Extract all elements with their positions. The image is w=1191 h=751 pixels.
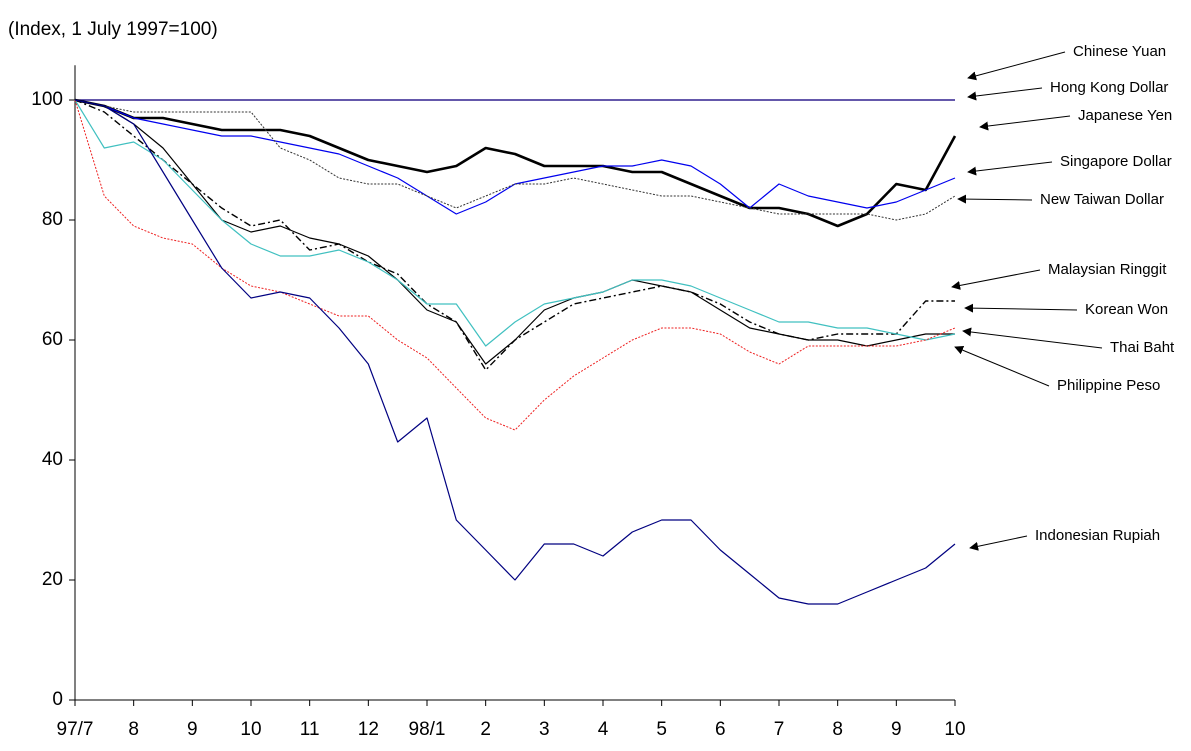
series-line [74,99,955,371]
x-tick-label: 8 [832,719,843,740]
series-line [74,99,956,605]
series-label: Philippine Peso [1057,377,1160,394]
series-label: Hong Kong Dollar [1050,79,1168,96]
y-tick-label: 60 [42,329,63,350]
series-label: Chinese Yuan [1073,43,1166,60]
label-arrow [957,194,1033,204]
series-label: New Taiwan Dollar [1040,191,1164,208]
series-line [74,99,956,221]
y-tick-label: 0 [52,689,63,710]
x-tick-label: 98/1 [409,719,446,740]
x-tick-label: 5 [656,719,667,740]
label-arrow [964,303,1078,313]
y-tick-label: 80 [42,209,63,230]
label-arrow [967,51,1066,81]
y-tick-label: 20 [42,569,63,590]
label-arrow [951,269,1041,290]
x-tick-label: 10 [240,719,261,740]
series-label: Japanese Yen [1078,107,1172,124]
x-tick-label: 11 [300,719,320,740]
x-tick-label: 2 [480,719,491,740]
y-axis-label: (Index, 1 July 1997=100) [8,19,218,40]
x-tick-label: 12 [358,719,379,740]
label-arrow [967,161,1053,176]
series-label: Malaysian Ringgit [1048,261,1167,278]
label-arrow [962,327,1103,349]
x-tick-label: 3 [539,719,550,740]
y-tick-label: 40 [42,449,63,470]
x-tick-label: 7 [774,719,785,740]
series-label: Thai Baht [1110,339,1175,356]
x-tick-label: 6 [715,719,726,740]
series-line [74,99,956,347]
series-label: Indonesian Rupiah [1035,527,1160,544]
x-tick-label: 9 [891,719,902,740]
series-label: Singapore Dollar [1060,153,1172,170]
label-arrow [969,535,1028,551]
series-line [74,99,956,215]
y-tick-label: 100 [31,89,63,110]
label-arrow [979,115,1071,131]
series-label: Korean Won [1085,301,1168,318]
x-tick-label: 9 [187,719,198,740]
x-tick-label: 8 [128,719,139,740]
label-arrow [954,345,1050,387]
series-line [74,99,956,431]
x-tick-label: 97/7 [57,719,94,740]
label-arrow [967,87,1043,101]
x-tick-label: 4 [598,719,609,740]
series-line [74,98,957,228]
x-tick-label: 10 [944,719,965,740]
